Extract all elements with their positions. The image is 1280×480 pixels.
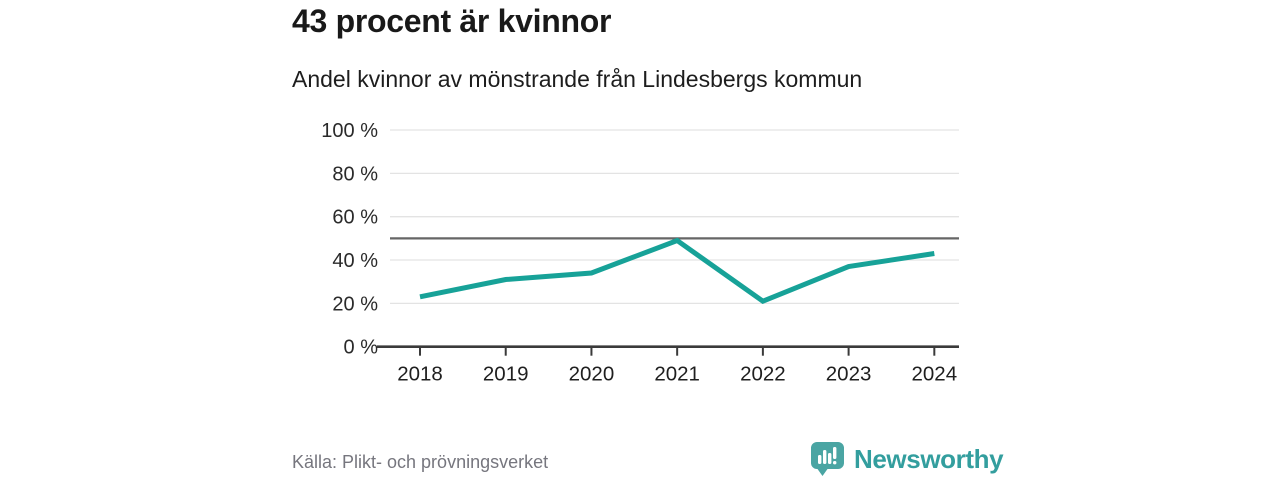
y-axis-tick-label: 100 %: [321, 120, 378, 142]
source-note: Källa: Plikt- och prövningsverket: [292, 452, 549, 472]
chart-subtitle: Andel kvinnor av mönstrande från Lindesb…: [292, 66, 863, 92]
chart-title: 43 procent är kvinnor: [292, 3, 612, 39]
y-axis-tick-label: 20 %: [332, 293, 378, 315]
bar-chart-pin-icon: [811, 442, 844, 476]
y-axis-tick-label: 80 %: [332, 163, 378, 185]
y-axis-tick-label: 40 %: [332, 250, 378, 272]
x-axis-tick-label: 2021: [654, 363, 700, 386]
x-axis-tick-label: 2024: [912, 363, 958, 386]
x-axis-tick-label: 2023: [826, 363, 872, 386]
logo-text: Newsworthy: [854, 443, 1004, 474]
y-axis-tick-label: 0 %: [344, 337, 379, 359]
x-axis-tick-label: 2018: [397, 363, 443, 386]
x-axis-tick-label: 2020: [569, 363, 615, 386]
newsworthy-logo: Newsworthy: [810, 441, 1004, 477]
x-axis-tick-label: 2019: [483, 363, 529, 386]
y-axis-tick-label: 60 %: [332, 207, 378, 229]
x-axis-tick-label: 2022: [740, 363, 786, 386]
line-chart: 0 % 20 % 40 % 60 % 80 % 100 % 2018 2019 2020 2021…: [321, 120, 959, 386]
data-line: [419, 237, 935, 305]
